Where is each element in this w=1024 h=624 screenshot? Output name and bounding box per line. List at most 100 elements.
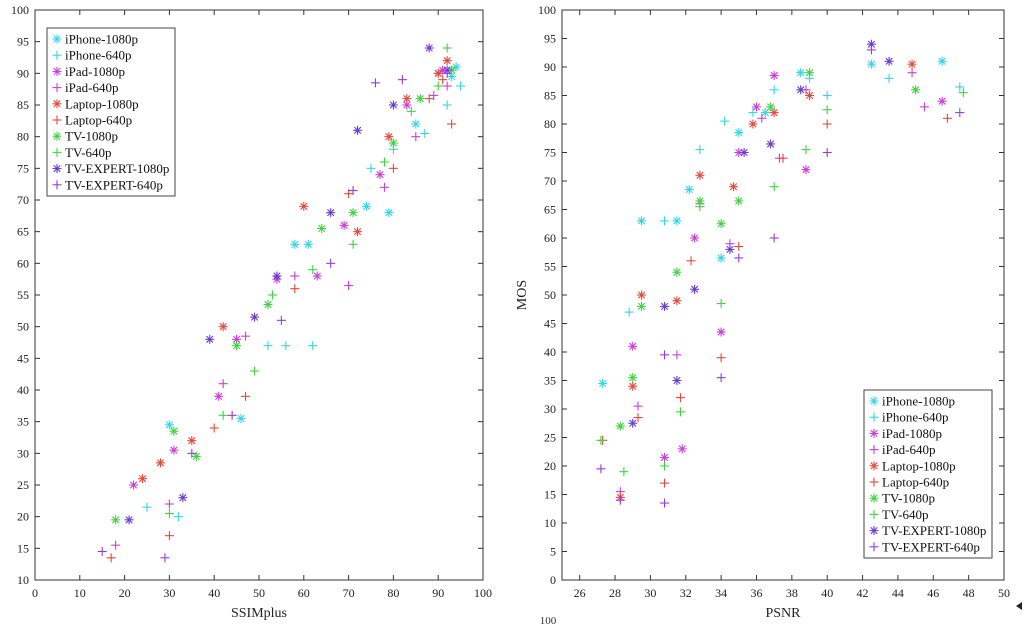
legend-label-tv-expert-1080p: TV-EXPERT-1080p xyxy=(65,161,169,176)
data-point-tv-1080p xyxy=(911,85,921,95)
left-y-tick-label: 85 xyxy=(17,98,29,112)
data-point-iphone-1080p xyxy=(411,119,421,129)
data-point-iphone-640p xyxy=(748,108,758,118)
data-point-iphone-1080p xyxy=(362,201,372,211)
data-point-ipad-1080p xyxy=(734,148,744,157)
data-point-iphone-640p xyxy=(660,216,670,226)
data-point-tv-expert-1080p xyxy=(796,85,806,95)
right-x-tick-label: 36 xyxy=(750,586,762,600)
right-x-tick-label: 40 xyxy=(821,586,833,600)
left-x-tick-label: 40 xyxy=(208,586,220,600)
right-x-axis-title: PSNR xyxy=(765,606,801,621)
data-point-ipad-640p xyxy=(633,401,643,411)
data-point-tv-1080p xyxy=(169,426,179,436)
data-point-ipad-640p xyxy=(241,331,251,341)
left-y-tick-label: 50 xyxy=(17,320,29,334)
data-point-tv-expert-640p xyxy=(160,553,170,563)
data-point-tv-640p xyxy=(695,202,705,212)
data-point-iphone-640p xyxy=(142,502,152,512)
data-point-ipad-1080p xyxy=(937,96,947,106)
data-point-iphone-640p xyxy=(263,341,273,351)
data-point-iphone-640p xyxy=(456,81,466,91)
data-point-ipad-640p xyxy=(919,102,929,112)
data-point-laptop-640p xyxy=(388,163,398,173)
legend-marker-iphone-1080p xyxy=(869,396,879,406)
right-x-tick-label: 30 xyxy=(644,586,656,600)
data-point-ipad-1080p xyxy=(232,334,242,344)
right-x-tick-label: 42 xyxy=(857,586,869,600)
right-y-tick-label: 40 xyxy=(544,345,556,359)
data-point-laptop-640p xyxy=(424,94,434,104)
data-point-iphone-1080p xyxy=(384,208,394,218)
legend-marker-laptop-1080p xyxy=(869,461,879,471)
data-point-iphone-1080p xyxy=(937,56,947,66)
left-x-tick-label: 0 xyxy=(32,586,38,600)
data-point-iphone-640p xyxy=(769,85,779,95)
cropped-page-number: 100 xyxy=(540,615,557,624)
data-point-tv-640p xyxy=(379,157,389,167)
right-legend-box xyxy=(863,389,993,559)
left-y-tick-label: 30 xyxy=(17,446,29,460)
data-point-tv-1080p xyxy=(637,301,647,311)
legend-label-ipad-640p: iPad-640p xyxy=(65,80,118,95)
right-x-tick-label: 26 xyxy=(574,586,586,600)
right-y-tick-label: 55 xyxy=(544,260,556,274)
data-point-iphone-640p xyxy=(695,145,705,155)
data-point-iphone-1080p xyxy=(760,108,770,118)
data-point-tv-640p xyxy=(308,265,318,275)
data-point-tv-640p xyxy=(660,461,670,471)
left-y-tick-label: 25 xyxy=(17,478,29,492)
data-point-iphone-1080p xyxy=(637,216,647,226)
legend-marker-tv-1080p xyxy=(869,493,879,503)
left-y-tick-label: 45 xyxy=(17,351,29,365)
left-x-tick-label: 50 xyxy=(253,586,265,600)
data-point-laptop-1080p xyxy=(155,458,165,468)
legend-label-tv-expert-1080p: TV-EXPERT-1080p xyxy=(882,523,986,538)
data-point-iphone-1080p xyxy=(684,185,694,195)
data-point-tv-640p xyxy=(958,88,968,98)
left-legend-box xyxy=(46,27,176,197)
data-point-ipad-1080p xyxy=(375,170,385,180)
data-point-tv-expert-640p xyxy=(397,75,407,85)
legend-label-tv-1080p: TV-1080p xyxy=(882,491,935,506)
data-point-ipad-1080p xyxy=(677,444,687,454)
left-scatter-chart: 0 10 20 30 40 50 60 70 80 90 100101520253035404550… xyxy=(0,3,492,621)
data-point-tv-expert-640p xyxy=(660,350,670,360)
data-point-ipad-640p xyxy=(290,271,300,281)
data-point-tv-expert-640p xyxy=(615,495,625,505)
right-x-tick-label: 32 xyxy=(680,586,692,600)
right-y-tick-label: 70 xyxy=(544,174,556,188)
data-point-laptop-640p xyxy=(734,242,744,252)
data-point-laptop-640p xyxy=(716,353,726,363)
legend-marker-tv-expert-640p xyxy=(52,180,62,190)
right-y-tick-label: 85 xyxy=(544,89,556,103)
data-point-laptop-640p xyxy=(106,553,116,563)
data-point-tv-640p xyxy=(801,145,811,155)
data-point-laptop-640p xyxy=(209,423,219,433)
data-point-tv-expert-1080p xyxy=(690,284,700,294)
data-point-tv-640p xyxy=(822,105,832,115)
data-point-iphone-1080p xyxy=(796,68,806,78)
data-point-tv-expert-1080p xyxy=(326,208,336,218)
data-point-ipad-1080p xyxy=(214,391,224,401)
right-y-tick-label: 80 xyxy=(544,117,556,131)
data-point-iphone-640p xyxy=(884,73,894,83)
data-point-tv-expert-640p xyxy=(596,464,606,474)
data-point-ipad-640p xyxy=(907,68,917,78)
left-x-tick-label: 100 xyxy=(474,586,492,600)
right-y-tick-label: 10 xyxy=(544,516,556,530)
data-point-tv-1080p xyxy=(388,138,398,148)
data-point-ipad-640p xyxy=(218,379,228,389)
data-point-tv-1080p xyxy=(628,373,638,383)
data-point-ipad-1080p xyxy=(751,102,761,112)
data-point-tv-640p xyxy=(218,410,228,420)
right-y-tick-label: 20 xyxy=(544,459,556,473)
data-point-tv-expert-640p xyxy=(97,547,107,556)
left-x-tick-label: 80 xyxy=(387,586,399,600)
left-y-axis-title: MOS xyxy=(0,280,3,310)
legend-label-tv-expert-640p: TV-EXPERT-640p xyxy=(882,539,980,554)
data-point-tv-expert-1080p xyxy=(672,376,682,385)
data-point-tv-640p xyxy=(348,239,358,249)
data-point-laptop-1080p xyxy=(433,68,443,78)
data-point-laptop-640p xyxy=(942,113,952,123)
